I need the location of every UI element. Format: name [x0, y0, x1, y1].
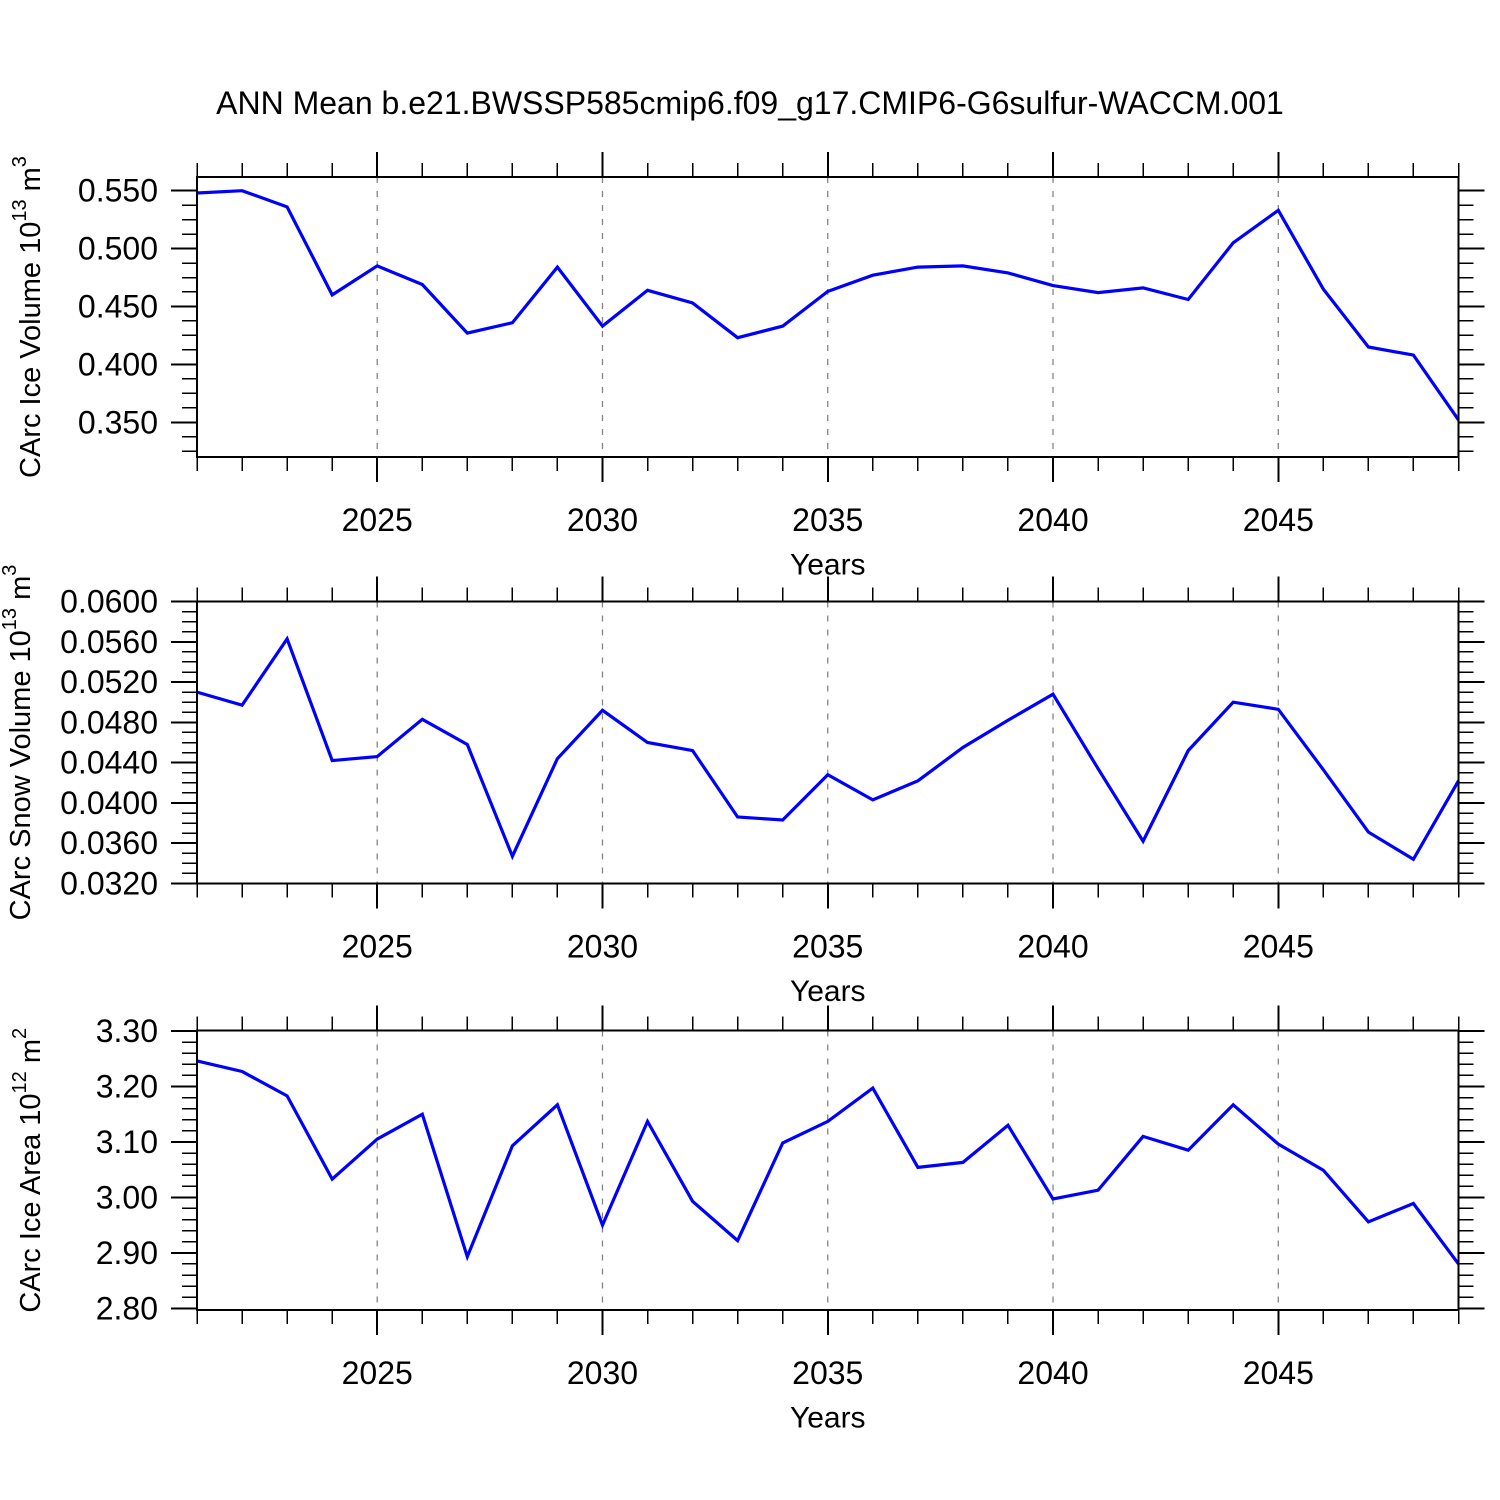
y-tick-label: 0.0320 — [60, 866, 158, 902]
y-axis-title-superscript: 13 — [0, 608, 21, 630]
y-axis-title-segment: m — [5, 576, 37, 608]
x-axis-title: Years — [790, 549, 866, 582]
y-tick-label: 3.30 — [96, 1013, 158, 1049]
x-tick-label-2035: 2035 — [792, 929, 863, 965]
y-tick-label: 0.0400 — [60, 785, 158, 821]
y-tick-label: 0.0440 — [60, 745, 158, 781]
x-axis-title: Years — [790, 975, 866, 1008]
y-tick-label: 3.10 — [96, 1124, 158, 1160]
y-axis-title-superscript: 2 — [9, 1028, 31, 1039]
y-axis-title: CArc Snow Volume 1013 m3 — [0, 565, 37, 921]
y-tick-label: 0.350 — [78, 404, 158, 440]
x-tick-label-2030: 2030 — [567, 502, 638, 538]
x-tick-label-2040: 2040 — [1017, 502, 1088, 538]
x-tick-label-2040: 2040 — [1017, 929, 1088, 965]
y-tick-label: 0.500 — [78, 231, 158, 267]
carc-ice-area-line — [196, 1059, 1460, 1265]
y-tick-label: 0.400 — [78, 346, 158, 382]
y-axis-title-superscript: 3 — [9, 156, 31, 167]
x-tick-label-2025: 2025 — [342, 929, 413, 965]
plot-frame — [196, 1029, 1460, 1311]
panel-carc-ice-volume: 0.550 0.500 0.450 0.400 0.350 2025 2030 2035 204… — [9, 152, 1485, 582]
y-axis-title: CArc Ice Area 1012 m2 — [9, 1028, 47, 1313]
x-tick-label-2045: 2045 — [1243, 502, 1314, 538]
panel-carc-ice-area: 3.30 3.20 3.10 3.00 2.90 2.80 2025 2030 2035 2040… — [9, 1005, 1485, 1435]
chart-title: ANN Mean b.e21.BWSSP585cmip6.f09_g17.CMI… — [216, 85, 1284, 121]
x-tick-label-2030: 2030 — [567, 1355, 638, 1391]
y-tick-label: 0.550 — [78, 173, 158, 209]
panel-carc-snow-volume: 0.0600 0.0560 0.0520 0.0480 0.0440 0.0400 0.03… — [0, 565, 1485, 1008]
x-tick-label-2025: 2025 — [342, 502, 413, 538]
y-axis-title-segment: CArc Ice Volume 10 — [15, 222, 47, 478]
y-tick-label: 0.0560 — [60, 624, 158, 660]
y-axis-title-segment: CArc Snow Volume 10 — [5, 630, 37, 920]
y-axis-title-superscript: 3 — [0, 565, 21, 576]
y-tick-label: 0.0480 — [60, 704, 158, 740]
y-tick-label: 3.00 — [96, 1179, 158, 1215]
y-tick-label: 2.90 — [96, 1235, 158, 1271]
y-tick-label: 0.0360 — [60, 825, 158, 861]
x-axis-title: Years — [790, 1402, 866, 1435]
y-axis-title-segment: CArc Ice Area 10 — [15, 1093, 47, 1312]
x-tick-label-2025: 2025 — [342, 1355, 413, 1391]
y-axis-title-segment: m — [15, 167, 47, 199]
x-tick-label-2040: 2040 — [1017, 1355, 1088, 1391]
y-tick-label: 0.0520 — [60, 664, 158, 700]
y-tick-label: 0.0600 — [60, 584, 158, 620]
y-axis-title-superscript: 13 — [9, 199, 31, 221]
y-tick-label: 0.450 — [78, 288, 158, 324]
y-tick-label: 3.20 — [96, 1068, 158, 1104]
x-tick-label-2045: 2045 — [1243, 929, 1314, 965]
x-tick-label-2030: 2030 — [567, 929, 638, 965]
carc-snow-volume-line — [196, 635, 1460, 862]
x-tick-label-2035: 2035 — [792, 1355, 863, 1391]
y-axis-title: CArc Ice Volume 1013 m3 — [9, 156, 47, 478]
y-tick-label: 2.80 — [96, 1290, 158, 1326]
y-axis-title-segment: m — [15, 1039, 47, 1071]
x-tick-label-2035: 2035 — [792, 502, 863, 538]
x-tick-label-2045: 2045 — [1243, 1355, 1314, 1391]
y-axis-title-superscript: 12 — [9, 1071, 31, 1093]
carc-ice-volume-line — [196, 189, 1460, 421]
